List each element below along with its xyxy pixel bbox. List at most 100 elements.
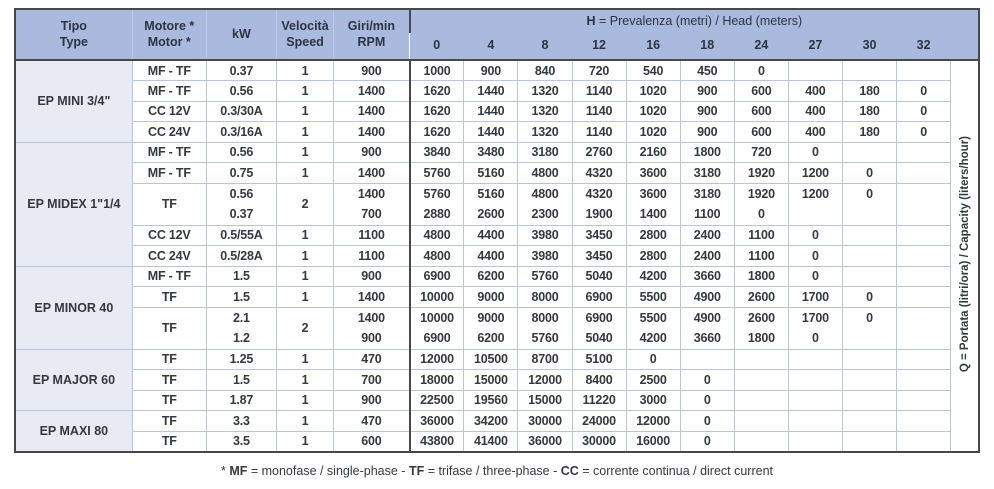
- capacity-cell: 4800: [408, 245, 465, 267]
- speed-cell: 1: [275, 265, 335, 287]
- capacity-cell: 0: [679, 389, 735, 411]
- product-type-cell: EP MINI 3/4": [14, 59, 133, 143]
- footnote-text: *: [220, 463, 230, 478]
- kw-cell: 1.5: [205, 265, 277, 287]
- capacity-cell: [733, 389, 789, 411]
- capacity-cell: 900: [463, 59, 519, 81]
- capacity-cell: [841, 430, 898, 452]
- head-value-cell: 12: [572, 33, 627, 61]
- capacity-cell: 3600 1400: [625, 182, 681, 226]
- motor-cell: CC 24V: [131, 121, 207, 143]
- rpm-cell: 600: [333, 430, 411, 452]
- capacity-cell: 1620: [408, 100, 465, 122]
- capacity-cell: [787, 59, 843, 81]
- col-header-motor: Motore * Motor *: [131, 9, 207, 61]
- capacity-cell: 1100: [733, 245, 789, 267]
- product-type-cell: EP MAXI 80: [14, 410, 133, 452]
- capacity-cell: [841, 369, 898, 391]
- footnote-abbr: MF: [229, 463, 248, 478]
- speed-cell: 1: [275, 224, 335, 246]
- capacity-cell: [841, 59, 898, 81]
- capacity-cell: 5040: [571, 265, 627, 287]
- rpm-cell: 700: [333, 369, 411, 391]
- header-row-top: Tipo Type Motore * Motor * kW Velocità S…: [15, 9, 979, 61]
- capacity-cell: 5760: [517, 265, 573, 287]
- capacity-cell: 4900 3660: [679, 306, 735, 350]
- table-row: MF - TF 0.56 1 1400 1620 1440 1320 1140 1020 900 6…: [15, 80, 979, 102]
- capacity-cell: 3180: [517, 141, 573, 163]
- speed-cell: 1: [275, 59, 335, 81]
- capacity-cell: 4800: [517, 162, 573, 184]
- capacity-cell: [896, 182, 952, 226]
- capacity-cell: [733, 348, 789, 370]
- capacity-cell: 900: [679, 80, 735, 102]
- capacity-cell: 4900: [679, 286, 735, 308]
- head-value-cell: 30: [842, 33, 897, 61]
- capacity-cell: 3840: [408, 141, 465, 163]
- capacity-cell: 1140: [571, 80, 627, 102]
- speed-cell: 1: [275, 162, 335, 184]
- table-row: CC 24V 0.5/28A 1 1100 4800 4400 3980 3450 2800 24…: [15, 245, 979, 267]
- capacity-cell: 0: [896, 121, 952, 143]
- capacity-cell: 1100: [733, 224, 789, 246]
- capacity-cell: [896, 410, 952, 432]
- capacity-cell: 1140: [571, 121, 627, 143]
- motor-cell: CC 12V: [131, 224, 207, 246]
- capacity-cell: 1800: [679, 141, 735, 163]
- capacity-cell: 2500: [625, 369, 681, 391]
- kw-cell: 0.75: [205, 162, 277, 184]
- capacity-cell: 1020: [625, 80, 681, 102]
- capacity-cell: 3180: [679, 162, 735, 184]
- speed-cell: 2: [275, 182, 335, 226]
- capacity-cell: 0: [787, 224, 843, 246]
- capacity-cell: 41400: [463, 430, 519, 452]
- kw-cell: 1.25: [205, 348, 277, 370]
- capacity-cell: 1920 0: [733, 182, 789, 226]
- capacity-cell: 5500: [625, 286, 681, 308]
- table-row: EP MAJOR 60 TF 1.25 1 470 12000 10500 8700 5100 0: [14, 348, 979, 411]
- capacity-cell: [896, 430, 952, 452]
- footnote-abbr: TF: [408, 463, 425, 478]
- rpm-cell: 1400: [333, 162, 411, 184]
- capacity-cell: [896, 59, 952, 81]
- table-row: EP MIDEX 1"1/4 MF - TF 0.56 1 900 3840 3480 318…: [14, 141, 979, 267]
- product-type-cell: EP MAJOR 60: [14, 348, 133, 411]
- capacity-cell: 0: [679, 430, 735, 452]
- rpm-cell: 900: [333, 141, 411, 163]
- capacity-cell: 24000: [571, 410, 627, 432]
- capacity-cell: 3000: [625, 389, 681, 411]
- capacity-cell: 840: [517, 59, 573, 81]
- kw-cell: 0.56 0.37: [205, 182, 277, 226]
- capacity-cell: [841, 389, 898, 411]
- capacity-cell: 30000: [517, 410, 573, 432]
- motor-cell: TF: [131, 389, 207, 411]
- capacity-cell: 0: [841, 162, 898, 184]
- capacity-cell: 11220: [571, 389, 627, 411]
- capacity-cell: 2600 1800: [733, 306, 789, 350]
- table-body: EP MINI 3/4" MF - TF 0.37 1 900 1000 900 840 720…: [14, 59, 980, 452]
- capacity-cell: 400: [787, 100, 843, 122]
- capacity-cell: 2800: [625, 245, 681, 267]
- footnote-text: = monofase / single-phase -: [247, 463, 409, 478]
- speed-cell: 1: [275, 141, 335, 163]
- head-value-cell: 4: [463, 33, 518, 61]
- head-title-text: = Prevalenza (metri) / Head (meters): [595, 13, 803, 28]
- speed-cell: 1: [275, 245, 335, 267]
- capacity-cell: 3180 1100: [679, 182, 735, 226]
- capacity-cell: [679, 348, 735, 370]
- head-values-row: 0 4 8 12 16 18 24 27 30 32: [15, 33, 979, 61]
- capacity-cell: 12000: [517, 369, 573, 391]
- capacity-cell: 400: [787, 121, 843, 143]
- capacity-cell: 10000 6900: [408, 306, 465, 350]
- rpm-cell: 1400: [333, 80, 411, 102]
- capacity-cell: [733, 369, 789, 391]
- table-row: TF 1.5 1 700 18000 15000 12000 8400 2500 0: [15, 369, 979, 391]
- speed-cell: 2: [275, 306, 335, 350]
- capacity-cell: 600: [733, 80, 789, 102]
- table-row: EP MINI 3/4" MF - TF 0.37 1 900 1000 900 840 720…: [14, 59, 980, 452]
- footnote-abbr: CC: [560, 463, 579, 478]
- capacity-cell: 1000: [408, 59, 465, 81]
- capacity-cell: [787, 410, 843, 432]
- capacity-cell: 15000: [517, 389, 573, 411]
- head-symbol: H: [586, 13, 596, 28]
